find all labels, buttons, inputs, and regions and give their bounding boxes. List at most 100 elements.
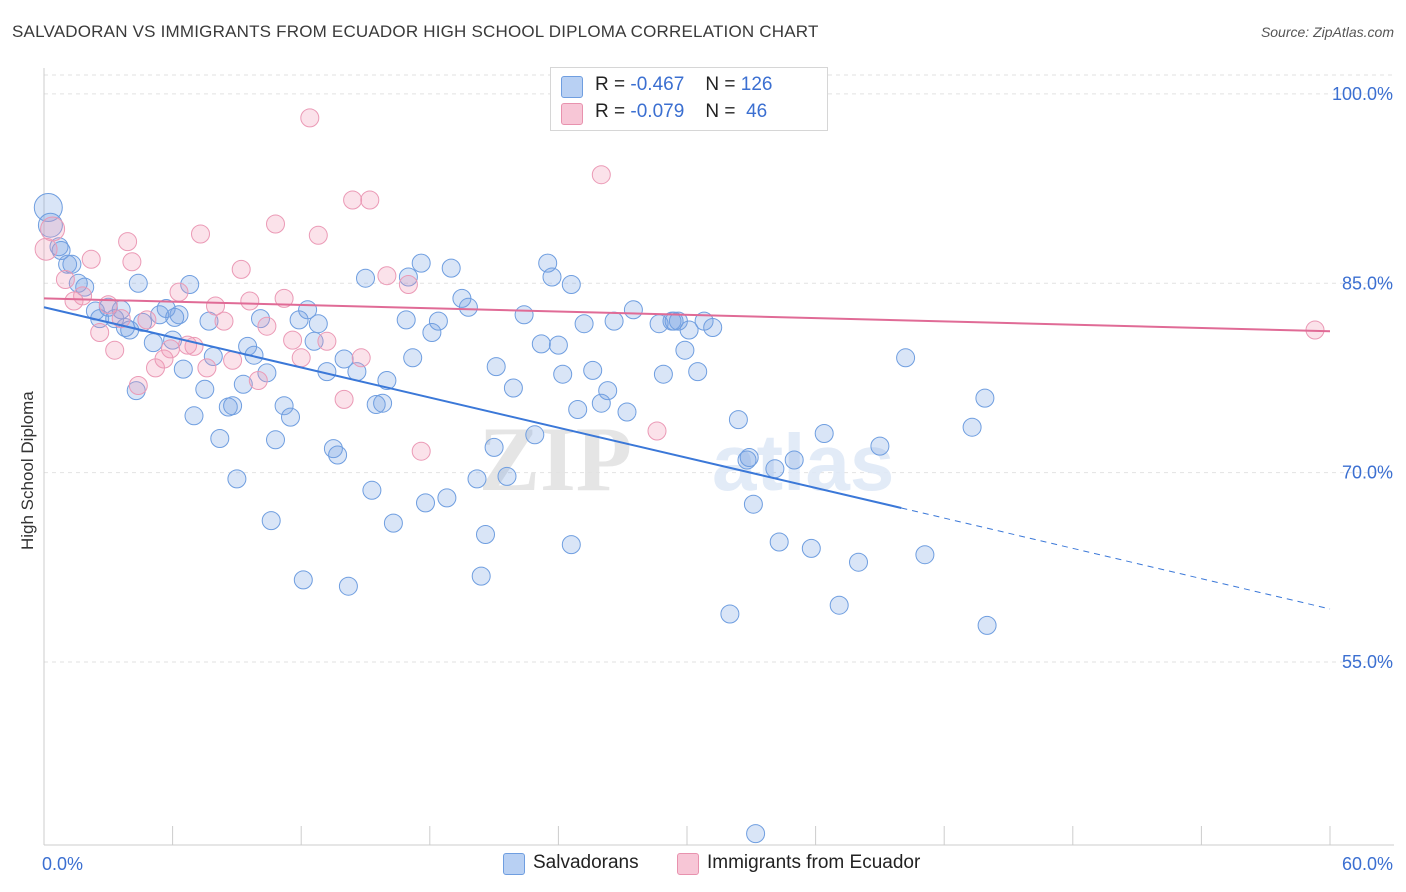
trend-lines — [43, 297, 1331, 610]
point-salvadorans — [849, 552, 868, 572]
point-salvadorans — [561, 535, 581, 555]
point-ecuador — [360, 190, 380, 210]
n-label: N = — [705, 101, 736, 122]
point-ecuador — [118, 232, 138, 252]
point-salvadorans — [195, 379, 215, 399]
point-salvadorans — [679, 320, 699, 340]
trend-line-ecuador — [43, 297, 1331, 333]
point-salvadorans — [574, 314, 594, 334]
r-value: -0.079 — [630, 101, 685, 122]
point-salvadorans — [688, 362, 708, 382]
point-salvadorans — [396, 310, 416, 330]
point-salvadorans — [739, 448, 759, 467]
point-ecuador — [231, 259, 251, 279]
r-label: R = — [595, 74, 626, 95]
point-salvadorans — [227, 469, 247, 489]
point-ecuador — [411, 441, 431, 461]
point-salvadorans — [675, 340, 695, 360]
point-salvadorans — [398, 267, 418, 287]
point-ecuador — [105, 340, 125, 360]
trend-line-salvadorans-extension — [901, 507, 1331, 610]
point-ecuador — [647, 421, 667, 441]
point-salvadorans — [583, 360, 603, 380]
point-ecuador — [122, 252, 142, 272]
point-salvadorans — [915, 545, 935, 565]
point-salvadorans — [416, 493, 435, 513]
point-ecuador — [81, 249, 101, 269]
point-salvadorans — [568, 400, 588, 419]
point-ecuador — [343, 190, 363, 210]
point-ecuador — [214, 311, 234, 331]
point-salvadorans — [746, 824, 766, 844]
legend-swatch-blue — [503, 853, 525, 875]
legend-label: Salvadorans — [533, 852, 639, 873]
point-salvadorans — [962, 417, 982, 437]
point-salvadorans — [334, 349, 354, 369]
point-salvadorans — [604, 311, 624, 331]
y-tick-label: 85.0% — [1342, 273, 1393, 293]
point-ecuador — [291, 348, 311, 368]
y-axis-label: High School Diploma — [18, 391, 37, 550]
point-salvadorans — [653, 364, 673, 384]
n-value: 126 — [740, 74, 773, 95]
point-salvadorans — [591, 393, 611, 413]
point-salvadorans — [362, 480, 382, 500]
point-ecuador — [300, 108, 320, 128]
point-ecuador — [191, 224, 210, 244]
point-salvadorans — [377, 371, 397, 390]
point-ecuador — [34, 237, 58, 261]
point-salvadorans — [720, 604, 740, 624]
point-ecuador — [154, 349, 174, 369]
point-salvadorans — [484, 437, 504, 457]
point-salvadorans — [165, 307, 185, 327]
y-tick-label: 100.0% — [1332, 84, 1393, 104]
point-salvadorans — [233, 374, 253, 394]
point-salvadorans — [173, 359, 193, 379]
point-ecuador — [240, 291, 260, 311]
point-salvadorans — [977, 615, 997, 635]
n-label: N = — [705, 74, 736, 95]
point-salvadorans — [531, 334, 551, 354]
point-salvadorans — [366, 395, 386, 414]
point-ecuador — [351, 348, 371, 368]
y-tick-label: 55.0% — [1342, 652, 1393, 672]
point-salvadorans — [328, 445, 348, 465]
point-salvadorans — [251, 309, 270, 329]
point-salvadorans — [143, 333, 163, 353]
point-salvadorans — [743, 494, 763, 514]
point-ecuador — [206, 296, 225, 316]
x-tick-label: 0.0% — [42, 854, 83, 874]
point-salvadorans — [769, 532, 789, 552]
point-ecuador — [317, 331, 337, 351]
point-salvadorans — [422, 323, 442, 342]
point-ecuador — [308, 225, 328, 245]
point-ecuador — [334, 389, 354, 409]
point-ecuador — [128, 376, 148, 395]
point-ecuador — [257, 316, 277, 336]
point-ecuador — [197, 358, 217, 378]
point-ecuador — [98, 295, 118, 315]
point-salvadorans — [497, 466, 517, 486]
axes — [43, 68, 1394, 846]
point-salvadorans — [261, 511, 281, 531]
point-salvadorans — [68, 273, 88, 293]
correlation-legend: R = -0.467 N = 126 R = -0.079 N = 46 — [550, 67, 828, 131]
point-salvadorans — [128, 273, 148, 293]
legend-swatch-blue — [561, 76, 583, 98]
point-ecuador — [90, 323, 110, 342]
point-salvadorans — [703, 318, 723, 337]
y-tick-label: 70.0% — [1342, 463, 1393, 483]
point-salvadorans — [975, 388, 995, 408]
point-salvadorans — [223, 396, 243, 416]
point-salvadorans — [486, 357, 506, 377]
point-salvadorans — [471, 566, 491, 586]
point-salvadorans — [503, 378, 523, 398]
legend-label: Immigrants from Ecuador — [707, 852, 921, 873]
point-salvadorans — [784, 450, 804, 470]
point-ecuador — [169, 282, 189, 302]
point-salvadorans — [525, 425, 545, 445]
legend-swatch-pink — [677, 853, 699, 875]
point-salvadorans — [514, 305, 534, 325]
point-salvadorans — [623, 300, 643, 320]
trend-line-salvadorans — [43, 306, 902, 509]
